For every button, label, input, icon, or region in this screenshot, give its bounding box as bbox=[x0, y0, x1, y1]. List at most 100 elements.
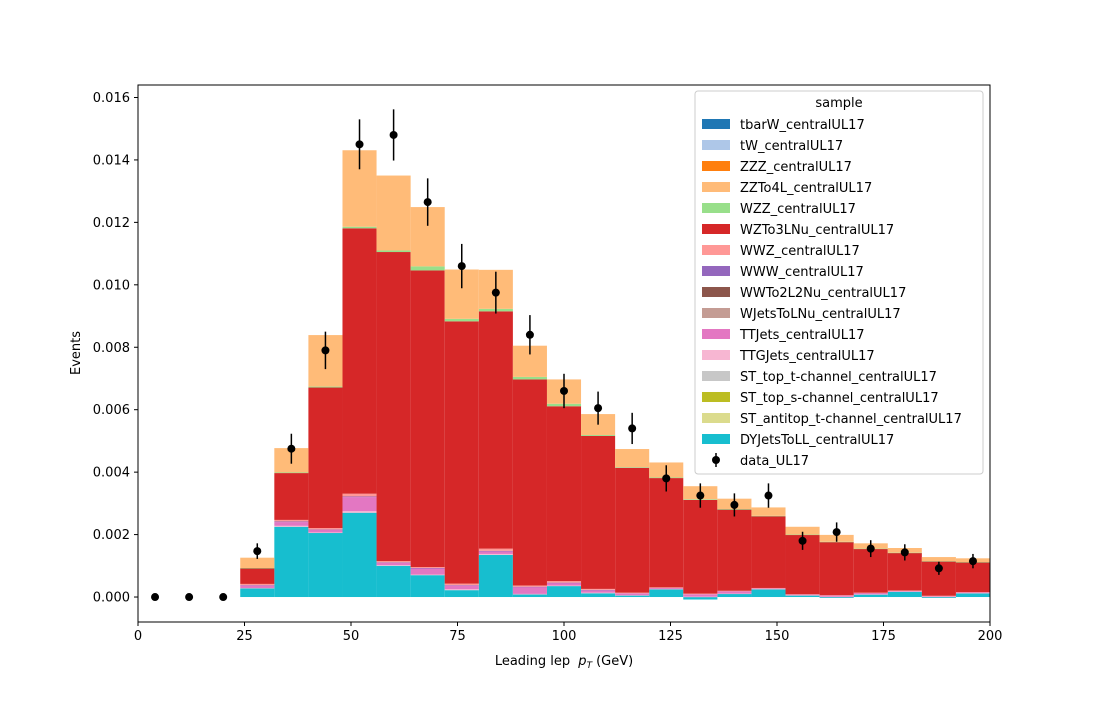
bar-ttjets-centralul17 bbox=[785, 594, 820, 596]
bar-wwz-centralul17 bbox=[410, 567, 445, 568]
legend-label-st-top-t-channel-centralul17: ST_top_t-channel_centralUL17 bbox=[740, 370, 937, 385]
bar-wzz-centralul17 bbox=[512, 376, 547, 380]
data-point bbox=[525, 330, 534, 339]
legend-label-wwz-centralul17: WWZ_centralUL17 bbox=[740, 244, 860, 259]
data-point bbox=[151, 593, 160, 602]
bar-wwz-centralul17 bbox=[308, 528, 343, 530]
bar-www-centralul17 bbox=[581, 589, 616, 591]
data-point bbox=[491, 288, 500, 297]
bar-wwz-centralul17 bbox=[478, 548, 513, 551]
bar-dyjetstoll-centralul17 bbox=[921, 597, 956, 598]
data-point bbox=[287, 444, 296, 453]
bar-ttjets-centralul17 bbox=[683, 594, 718, 597]
bar-www-centralul17 bbox=[308, 529, 343, 531]
y-tick-label: 0.006 bbox=[93, 403, 130, 418]
legend-swatch-wjetstolnu-centralul17 bbox=[702, 308, 730, 318]
legend-label-ttjets-centralul17: TTJets_centralUL17 bbox=[739, 328, 865, 343]
bar-ttjets-centralul17 bbox=[478, 551, 513, 554]
legend-swatch-zzz-centralul17 bbox=[702, 161, 730, 171]
x-axis: 0 25 50 75 100 125 150 175 200 bbox=[134, 622, 1003, 644]
legend-swatch-zzto4l-centralul17 bbox=[702, 182, 730, 192]
data-point bbox=[934, 564, 943, 573]
bar-ttjets-centralul17 bbox=[308, 529, 343, 533]
bar-ttgjets-centralul17 bbox=[512, 593, 547, 595]
bar-ttjets-centralul17 bbox=[853, 592, 888, 595]
y-tick-label: 0.016 bbox=[93, 91, 130, 106]
bar-wzto3lnu-centralul17 bbox=[240, 568, 275, 584]
legend-swatch-www-centralul17 bbox=[702, 266, 730, 276]
legend-swatch-tw-centralul17 bbox=[702, 140, 730, 150]
x-tick-label: 175 bbox=[871, 629, 896, 644]
bar-dyjetstoll-centralul17 bbox=[955, 593, 990, 598]
legend-label-www-centralul17: WWW_centralUL17 bbox=[740, 265, 864, 280]
bar-ttgjets-centralul17 bbox=[717, 593, 752, 595]
legend-label-st-top-s-channel-centralul17: ST_top_s-channel_centralUL17 bbox=[740, 391, 939, 406]
bar-ttgjets-centralul17 bbox=[785, 595, 820, 596]
bar-wzto3lnu-centralul17 bbox=[512, 379, 547, 586]
bar-wwz-centralul17 bbox=[240, 583, 275, 586]
bar-wwz-centralul17 bbox=[581, 588, 616, 590]
data-point bbox=[900, 548, 909, 557]
x-tick-label: 150 bbox=[765, 629, 790, 644]
bar-wwz-centralul17 bbox=[955, 592, 990, 593]
bar-ttgjets-centralul17 bbox=[478, 553, 513, 555]
bar-wzto3lnu-centralul17 bbox=[649, 478, 684, 588]
x-axis-label-unit: (GeV) bbox=[596, 654, 633, 669]
bar-zzto4l-centralul17 bbox=[376, 175, 411, 251]
y-axis: 0.000 0.002 0.004 0.006 0.008 0.010 0.012 0.014… bbox=[93, 91, 138, 606]
data-point bbox=[560, 386, 568, 395]
bar-wzz-centralul17 bbox=[240, 567, 275, 569]
data-point bbox=[253, 547, 262, 556]
bar-wzto3lnu-centralul17 bbox=[410, 270, 445, 568]
bar-wwz-centralul17 bbox=[376, 561, 411, 563]
bar-ttjets-centralul17 bbox=[751, 588, 786, 589]
x-axis-label: Leading lep pT (GeV) bbox=[495, 654, 633, 671]
bar-wzto3lnu-centralul17 bbox=[615, 467, 650, 593]
bar-ttjets-centralul17 bbox=[649, 587, 684, 589]
bar-www-centralul17 bbox=[376, 562, 411, 563]
bar-ttjets-centralul17 bbox=[376, 562, 411, 566]
bar-wwz-centralul17 bbox=[683, 593, 718, 595]
bar-zzto4l-centralul17 bbox=[240, 557, 275, 568]
bar-ttgjets-centralul17 bbox=[751, 588, 786, 590]
legend-label-st-antitop-t-channel-centralul17: ST_antitop_t-channel_centralUL17 bbox=[740, 412, 962, 427]
legend-label-tbarw-centralul17: tbarW_centralUL17 bbox=[740, 118, 865, 133]
bar-ttjets-centralul17 bbox=[240, 585, 275, 588]
bar-zzto4l-centralul17 bbox=[751, 507, 786, 516]
bar-ttjets-centralul17 bbox=[887, 590, 922, 592]
data-point bbox=[832, 528, 841, 537]
bar-wzto3lnu-centralul17 bbox=[717, 509, 752, 591]
x-axis-label-subscript: T bbox=[587, 661, 594, 671]
x-axis-label-text: Leading lep bbox=[495, 654, 570, 669]
bar-ttjets-centralul17 bbox=[546, 582, 582, 586]
bar-dyjetstoll-centralul17 bbox=[274, 526, 309, 598]
bar-ttjets-centralul17 bbox=[512, 587, 547, 594]
legend-label-data-ul17: data_UL17 bbox=[740, 454, 809, 469]
bar-wzto3lnu-centralul17 bbox=[444, 321, 479, 584]
bar-wwz-centralul17 bbox=[342, 493, 377, 497]
bar-dyjetstoll-centralul17 bbox=[887, 591, 922, 598]
bar-ttgjets-centralul17 bbox=[240, 587, 275, 589]
data-point bbox=[628, 424, 637, 433]
data-point bbox=[219, 593, 228, 602]
bar-dyjetstoll-centralul17 bbox=[410, 575, 445, 598]
bar-www-centralul17 bbox=[478, 550, 513, 552]
bar-wwz-centralul17 bbox=[887, 590, 922, 591]
bar-dyjetstoll-centralul17 bbox=[649, 589, 684, 598]
legend-label-wzto3lnu-centralul17: WZTo3LNu_centralUL17 bbox=[740, 223, 894, 238]
bar-wzto3lnu-centralul17 bbox=[819, 542, 854, 596]
y-tick-label: 0.012 bbox=[93, 216, 130, 231]
legend-swatch-ttjets-centralul17 bbox=[702, 329, 730, 339]
y-axis-label: Events bbox=[69, 331, 84, 375]
bar-dyjetstoll-centralul17 bbox=[751, 589, 786, 598]
legend-label-wjetstolnu-centralul17: WJetsToLNu_centralUL17 bbox=[740, 307, 901, 322]
legend-label-wwto2l2nu-centralul17: WWTo2L2Nu_centralUL17 bbox=[740, 286, 906, 301]
bar-ttjets-centralul17 bbox=[615, 593, 650, 596]
x-tick-label: 200 bbox=[978, 629, 1003, 644]
bar-dyjetstoll-centralul17 bbox=[478, 554, 513, 598]
legend-swatch-st-antitop-t-channel-centralul17 bbox=[702, 413, 730, 423]
bar-zzto4l-centralul17 bbox=[785, 526, 820, 535]
bar-wwz-centralul17 bbox=[649, 587, 684, 588]
bar-wzto3lnu-centralul17 bbox=[581, 435, 616, 589]
bar-wzz-centralul17 bbox=[444, 318, 479, 322]
